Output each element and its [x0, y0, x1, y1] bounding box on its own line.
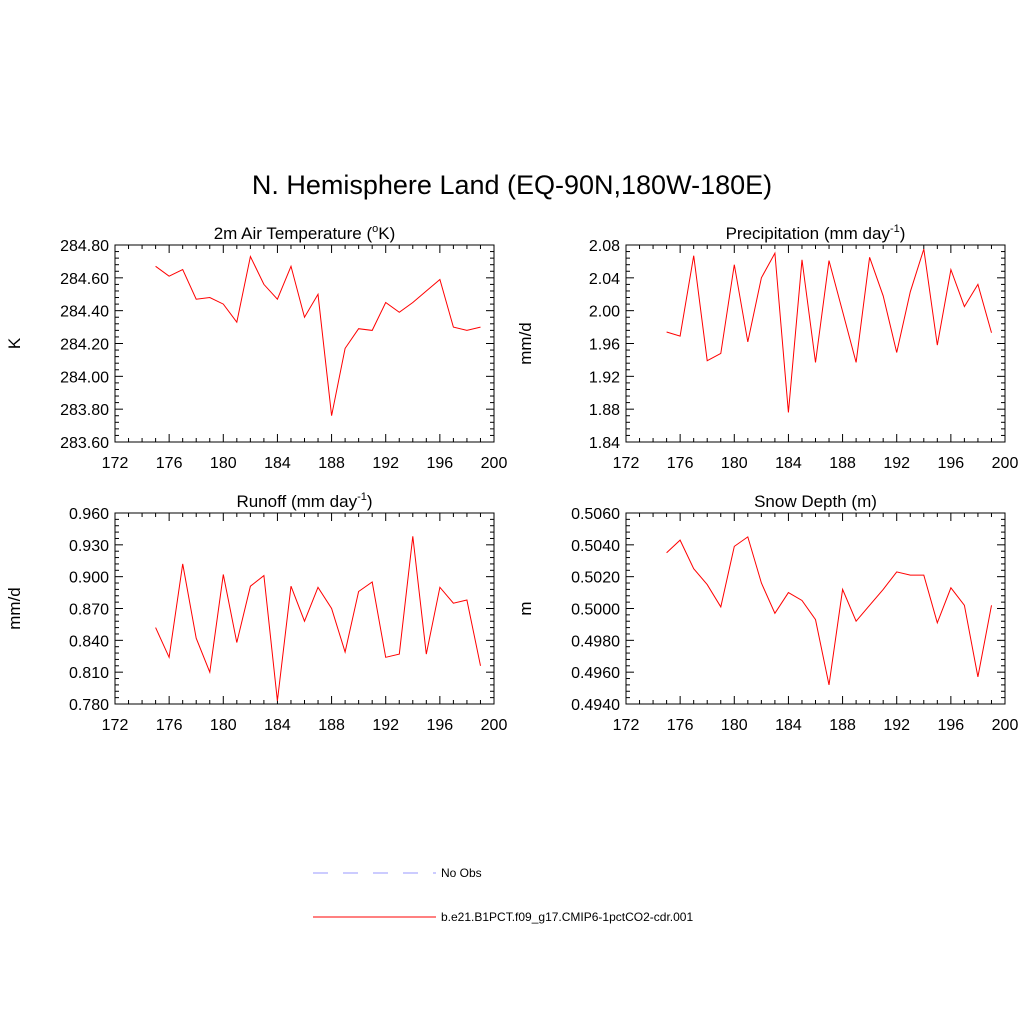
y-tick-label: 0.900 [69, 570, 109, 587]
y-tick-label: 0.4940 [571, 697, 620, 714]
panel-title: Runoff (mm day-1) [236, 491, 372, 511]
panel-title-end: K) [378, 224, 395, 243]
figure-title: N. Hemisphere Land (EQ-90N,180W-180E) [251, 170, 773, 200]
plot-frame [625, 244, 1006, 443]
panel-title-end: ) [367, 492, 373, 511]
y-tick-label: 283.60 [60, 435, 109, 452]
x-tick-label: 180 [721, 455, 748, 472]
x-tick-label: 172 [102, 455, 129, 472]
y-axis-label: m [516, 601, 535, 615]
panel-title-superscript: -1 [890, 223, 900, 235]
x-tick-label: 180 [210, 717, 237, 734]
x-tick-label: 192 [372, 455, 399, 472]
x-tick-label: 188 [318, 717, 345, 734]
y-tick-label: 284.80 [60, 238, 109, 255]
y-tick-label: 0.810 [69, 665, 109, 682]
x-tick-label: 184 [264, 717, 291, 734]
y-tick-label: 0.5000 [571, 602, 620, 619]
x-tick-label: 176 [667, 455, 694, 472]
legend: No Obs b.e21.B1PCT.f09_g17.CMIP6-1pctCO2… [313, 866, 693, 924]
panel-title-superscript: o [372, 223, 378, 235]
series-line [155, 254, 481, 416]
x-tick-label: 196 [938, 455, 965, 472]
y-axis-label: mm/d [516, 322, 535, 365]
legend-model-label: b.e21.B1PCT.f09_g17.CMIP6-1pctCO2-cdr.00… [441, 910, 693, 924]
x-tick-label: 176 [667, 717, 694, 734]
y-tick-label: 284.00 [60, 369, 109, 386]
panel-title-main: Runoff (mm day [236, 492, 357, 511]
series-line [155, 536, 481, 701]
series-line [666, 536, 992, 686]
panel-title-main: 2m Air Temperature ( [214, 224, 373, 243]
x-tick-label: 196 [938, 717, 965, 734]
y-tick-label: 0.960 [69, 506, 109, 523]
x-tick-label: 192 [883, 455, 910, 472]
y-tick-label: 1.84 [589, 435, 620, 452]
y-axis-label: mm/d [5, 587, 24, 630]
y-tick-label: 0.930 [69, 538, 109, 555]
x-tick-label: 188 [318, 455, 345, 472]
x-tick-label: 188 [829, 717, 856, 734]
y-tick-label: 0.5020 [571, 570, 620, 587]
y-tick-label: 0.870 [69, 602, 109, 619]
panel-1: 2m Air Temperature (oK) K 172 176 180 184 188 1… [5, 223, 507, 472]
panel-title-superscript: -1 [357, 491, 367, 503]
x-tick-label: 200 [481, 455, 508, 472]
x-tick-label: 172 [613, 455, 640, 472]
plot-frame [114, 512, 495, 705]
y-tick-label: 283.80 [60, 402, 109, 419]
panel-title-main: Snow Depth (m) [754, 492, 877, 511]
y-tick-label: 2.08 [589, 238, 620, 255]
x-tick-label: 176 [156, 455, 183, 472]
y-tick-label: 0.5040 [571, 538, 620, 555]
y-tick-label: 2.00 [589, 304, 620, 321]
y-tick-label: 284.60 [60, 271, 109, 288]
x-tick-label: 192 [883, 717, 910, 734]
x-tick-label: 172 [102, 717, 129, 734]
y-tick-label: 0.840 [69, 633, 109, 650]
y-tick-label: 284.20 [60, 337, 109, 354]
y-tick-label: 1.88 [589, 402, 620, 419]
legend-obs-label: No Obs [441, 866, 482, 880]
x-tick-label: 200 [992, 717, 1019, 734]
y-tick-label: 0.780 [69, 697, 109, 714]
x-tick-label: 200 [992, 455, 1019, 472]
x-tick-label: 184 [775, 455, 802, 472]
x-tick-label: 176 [156, 717, 183, 734]
x-tick-label: 200 [481, 717, 508, 734]
panel-3: Runoff (mm day-1) mm/d 172 176 180 184 188 192 1… [5, 491, 507, 734]
panel-title-end: ) [900, 224, 906, 243]
x-tick-label: 180 [721, 717, 748, 734]
y-tick-label: 0.4980 [571, 633, 620, 650]
y-axis-label: K [5, 337, 24, 349]
panel-4: Snow Depth (m) m 172 176 180 184 188 192 196 200 0… [516, 492, 1018, 734]
y-tick-label: 2.04 [589, 271, 620, 288]
x-tick-label: 196 [427, 717, 454, 734]
x-tick-label: 188 [829, 455, 856, 472]
y-tick-label: 284.40 [60, 304, 109, 321]
panel-2: Precipitation (mm day-1) mm/d 172 176 180 184… [516, 223, 1018, 472]
y-tick-label: 0.4960 [571, 665, 620, 682]
x-tick-label: 172 [613, 717, 640, 734]
panel-title: 2m Air Temperature (oK) [214, 223, 396, 243]
y-tick-label: 1.96 [589, 337, 620, 354]
series-line [666, 248, 992, 413]
x-tick-label: 184 [775, 717, 802, 734]
panel-title: Precipitation (mm day-1) [726, 223, 906, 243]
x-tick-label: 184 [264, 455, 291, 472]
plot-frame [625, 512, 1006, 705]
x-tick-label: 196 [427, 455, 454, 472]
panel-title: Snow Depth (m) [754, 492, 877, 511]
y-tick-label: 0.5060 [571, 506, 620, 523]
panel-title-main: Precipitation (mm day [726, 224, 891, 243]
x-tick-label: 192 [372, 717, 399, 734]
y-tick-label: 1.92 [589, 369, 620, 386]
x-tick-label: 180 [210, 455, 237, 472]
